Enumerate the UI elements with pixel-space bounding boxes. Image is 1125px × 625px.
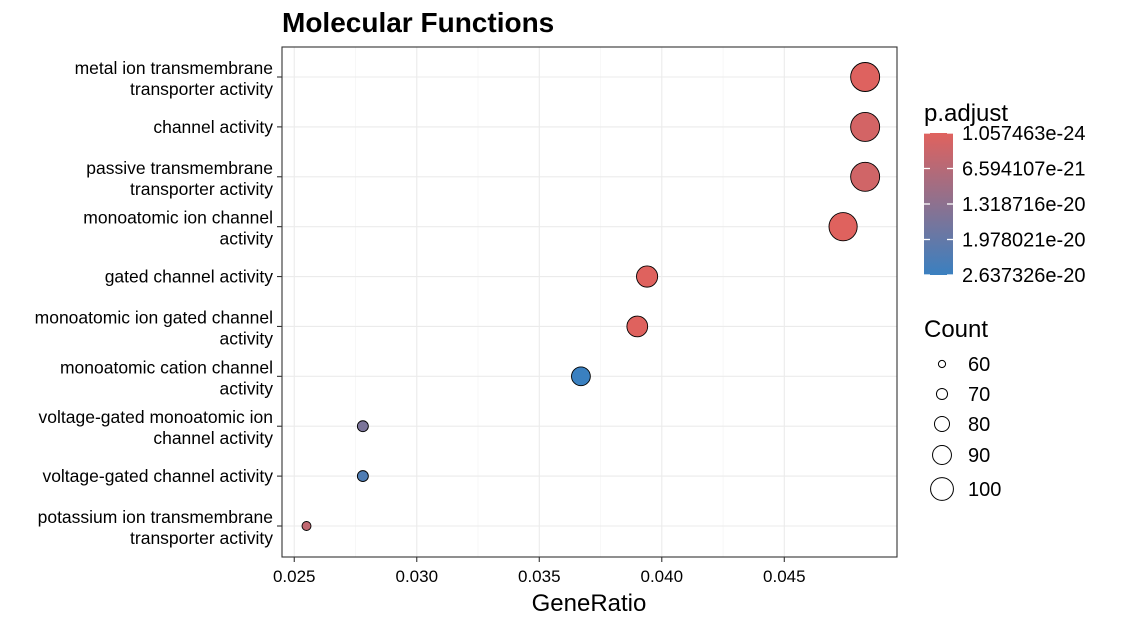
- size-legend-key: [932, 445, 952, 465]
- data-point: [571, 366, 591, 387]
- y-tick-label: monoatomic ion gated channel activity: [35, 307, 274, 348]
- y-tick-label: channel activity: [153, 117, 273, 137]
- data-point: [626, 315, 649, 338]
- data-point: [636, 265, 659, 288]
- x-tick-label: 0.045: [763, 567, 806, 586]
- size-legend-label: 60: [968, 354, 990, 376]
- y-tick-label: gated channel activity: [105, 267, 274, 287]
- y-tick-label: voltage-gated monoatomic ion channel acti…: [39, 407, 274, 448]
- x-tick-label: 0.030: [395, 567, 438, 586]
- size-legend-label: 100: [968, 479, 1001, 501]
- size-legend-title: Count: [924, 316, 988, 343]
- x-axis: 0.025 0.030 0.035 0.040 0.045: [273, 557, 806, 586]
- y-tick-label: monoatomic ion channel activity: [83, 208, 273, 249]
- size-legend-key: [933, 415, 951, 433]
- size-legend-label: 80: [968, 414, 990, 436]
- y-tick-label: metal ion transmembrane transporter activ…: [75, 58, 274, 99]
- size-legend-key: [937, 359, 947, 369]
- data-points: [301, 62, 881, 531]
- size-legend-label: 70: [968, 384, 990, 406]
- data-point: [356, 470, 369, 483]
- x-tick-label: 0.040: [641, 567, 684, 586]
- data-point: [850, 62, 881, 92]
- size-legend-key: [935, 387, 949, 401]
- y-tick-label: potassium ion transmembrane transporter a…: [38, 507, 274, 548]
- color-legend-label: 1.057463e-24: [962, 123, 1085, 145]
- x-tick-label: 0.025: [273, 567, 316, 586]
- color-legend-label: 1.318716e-20: [962, 194, 1085, 216]
- x-axis-title: GeneRatio: [532, 590, 647, 617]
- data-point: [356, 420, 369, 433]
- data-point: [301, 521, 312, 531]
- grid: [282, 47, 897, 557]
- y-tick-label: voltage-gated channel activity: [42, 466, 273, 486]
- data-point: [850, 161, 881, 192]
- y-tick-label: passive transmembrane transporter activit…: [86, 158, 273, 199]
- size-legend: Count 60 70 80 90 100: [924, 316, 1001, 501]
- color-legend-label: 6.594107e-21: [962, 159, 1085, 181]
- chart-title: Molecular Functions: [282, 7, 554, 38]
- data-point: [850, 111, 881, 142]
- x-tick-label: 0.035: [518, 567, 561, 586]
- plot-panel-border: [281, 46, 898, 558]
- data-point: [828, 212, 858, 242]
- size-legend-key: [930, 477, 954, 501]
- color-legend-label: 2.637326e-20: [962, 265, 1085, 287]
- y-axis: metal ion transmembrane transporter activ…: [35, 58, 282, 548]
- color-legend-title: p.adjust: [924, 100, 1008, 127]
- size-legend-label: 90: [968, 445, 990, 467]
- color-legend: p.adjust 1.057463e-24 6.594107e-21 1.31871…: [924, 100, 1085, 287]
- color-legend-label: 1.978021e-20: [962, 230, 1085, 252]
- y-tick-label: monoatomic cation channel activity: [60, 357, 273, 398]
